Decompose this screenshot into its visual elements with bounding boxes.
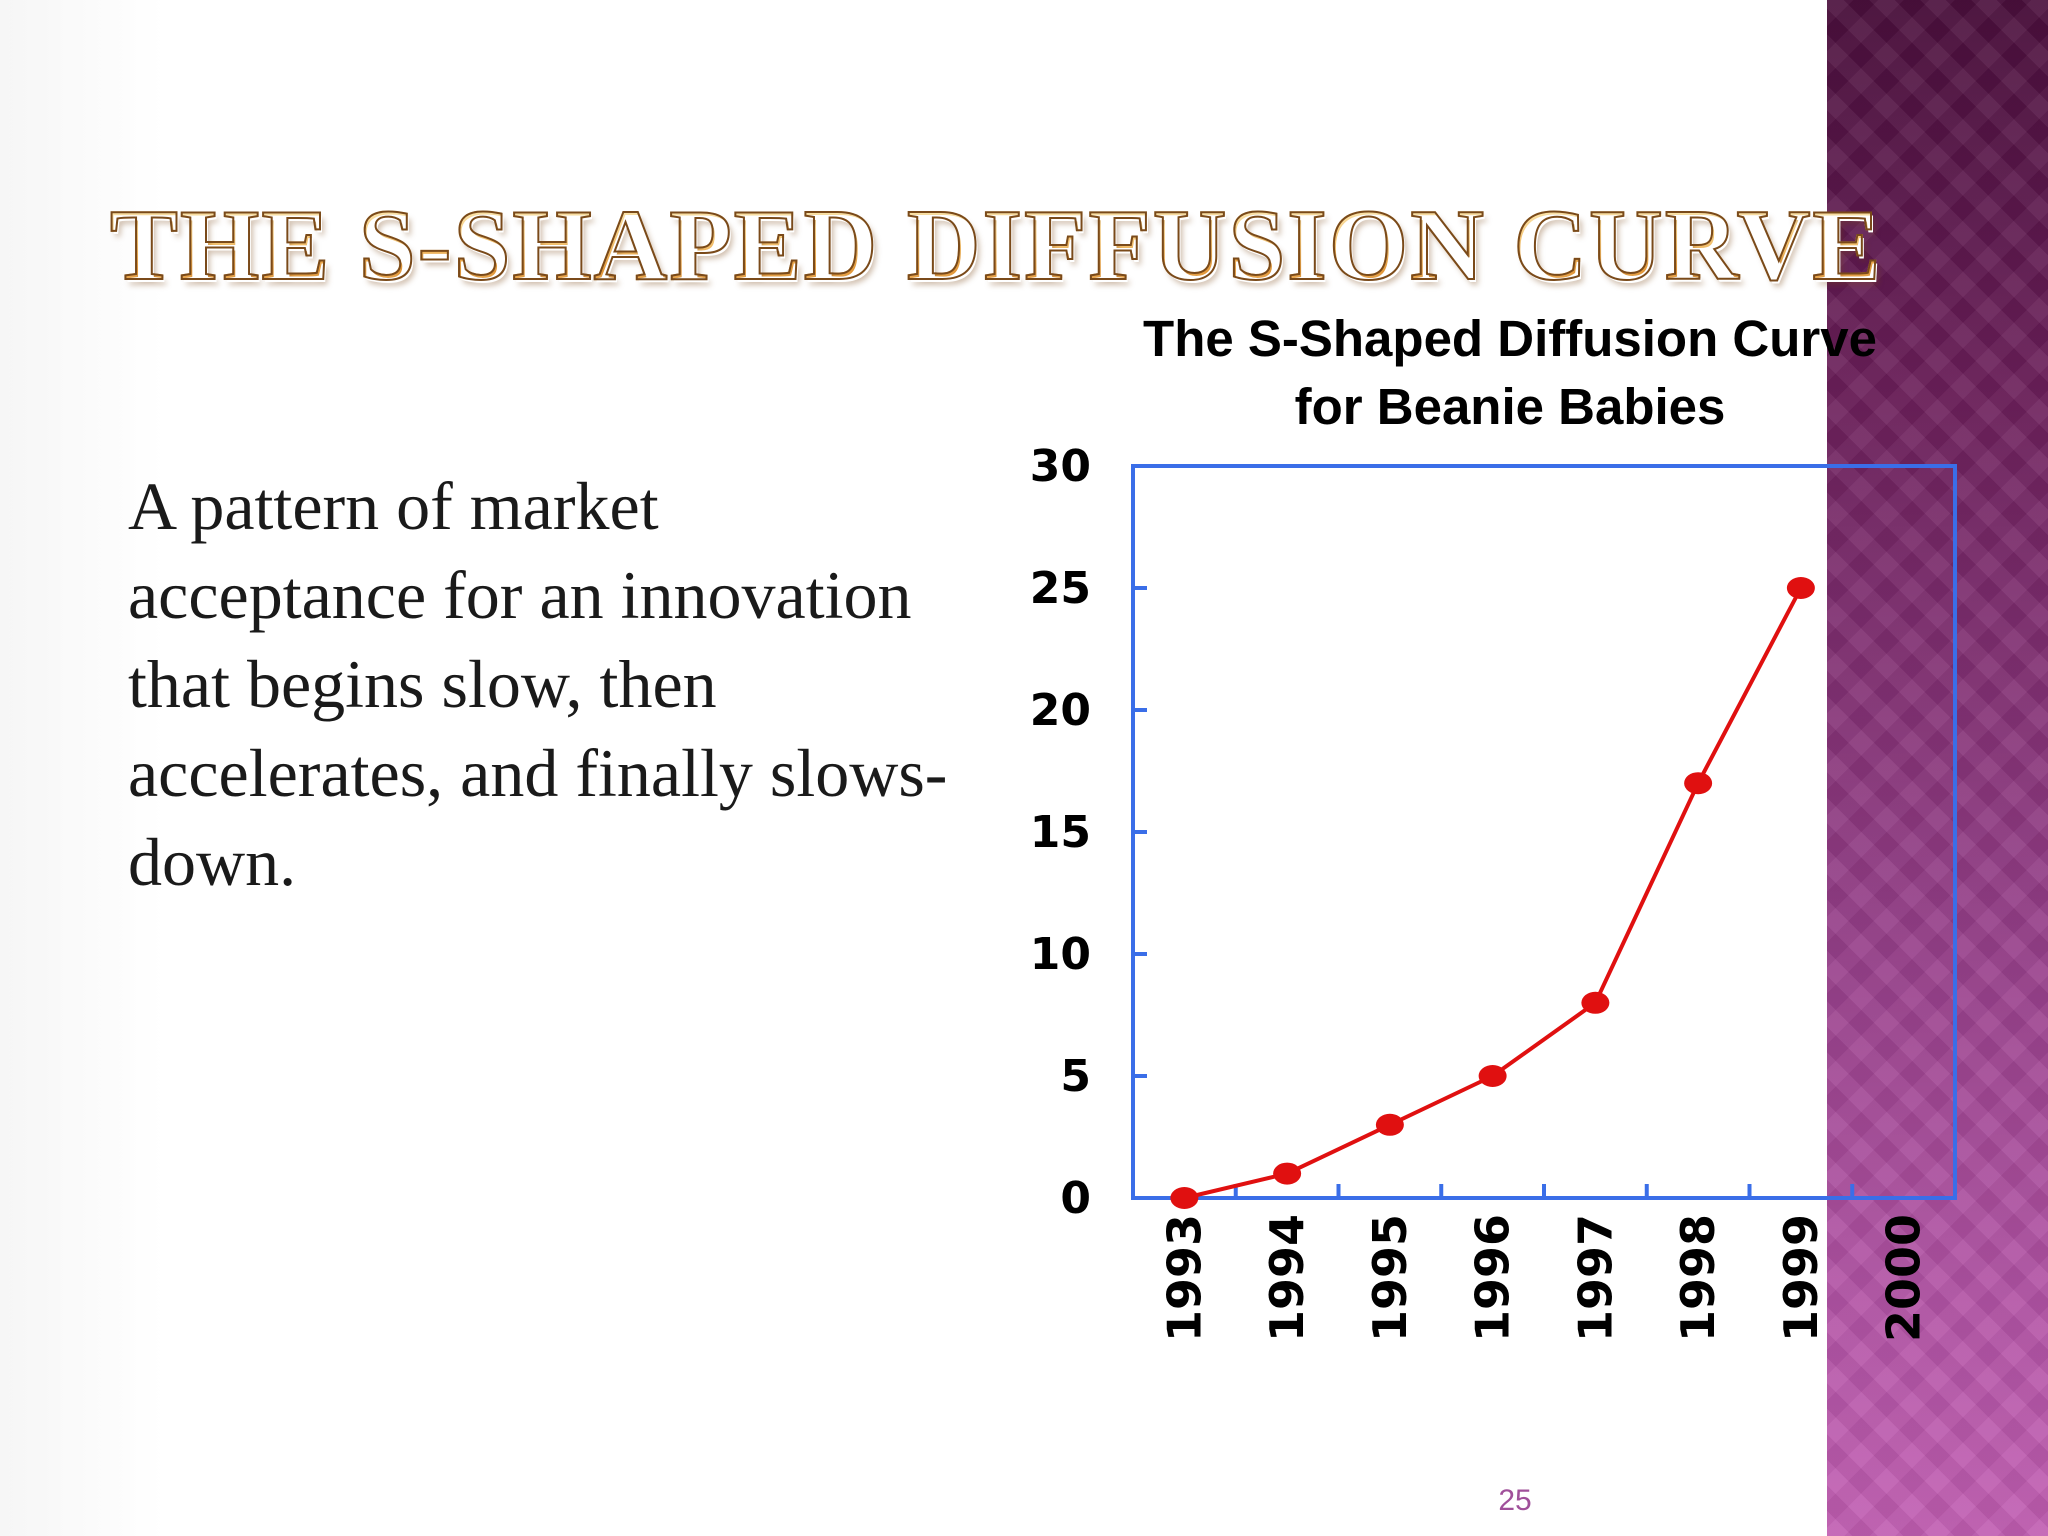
chart-title-line-2: for Beanie Babies <box>1294 378 1726 435</box>
x-tick-label: 2000 <box>1877 1214 1931 1342</box>
data-point <box>1786 577 1815 599</box>
y-tick-label: 10 <box>1030 929 1091 980</box>
body-text: A pattern of market acceptance for an in… <box>128 468 948 900</box>
data-point <box>1273 1162 1302 1185</box>
y-tick-label: 5 <box>1060 1051 1091 1102</box>
y-tick-label: 20 <box>1030 685 1091 736</box>
data-point <box>1684 772 1713 795</box>
x-tick-label: 1999 <box>1774 1214 1828 1342</box>
x-tick-label: 1994 <box>1260 1214 1314 1342</box>
x-tick-label: 1995 <box>1363 1214 1417 1342</box>
x-tick-label: 1996 <box>1466 1214 1520 1342</box>
data-point <box>1581 991 1610 1014</box>
decorative-side-band <box>1827 0 2048 1536</box>
page-number: 25 <box>1498 1484 1532 1517</box>
chart-title-line-1: The S-Shaped Diffusion Curve <box>1143 310 1877 367</box>
y-tick-label: 30 <box>1030 441 1091 492</box>
data-point <box>1375 1113 1404 1136</box>
line-chart: 0 5 10 15 20 25 30 1993 1994 1995 1996 1997 1998 1999… <box>1030 441 1957 1342</box>
left-shade <box>0 0 165 1536</box>
y-tick-label: 15 <box>1030 807 1091 858</box>
plot-frame <box>1131 464 1957 1200</box>
x-tick-label: 1997 <box>1568 1214 1622 1342</box>
chart-title: The S-Shaped Diffusion Curve for Beanie … <box>1060 305 1960 441</box>
data-point <box>1170 1187 1199 1209</box>
x-tick-label: 1993 <box>1157 1214 1211 1342</box>
y-tick-label: 25 <box>1030 563 1091 614</box>
series-line <box>1183 587 1803 1200</box>
y-tick-label: 0 <box>1060 1173 1091 1224</box>
slide-title: The S-Shaped Diffusion Curve <box>109 194 2010 298</box>
data-point <box>1478 1065 1507 1087</box>
x-tick-label: 1998 <box>1671 1214 1725 1342</box>
